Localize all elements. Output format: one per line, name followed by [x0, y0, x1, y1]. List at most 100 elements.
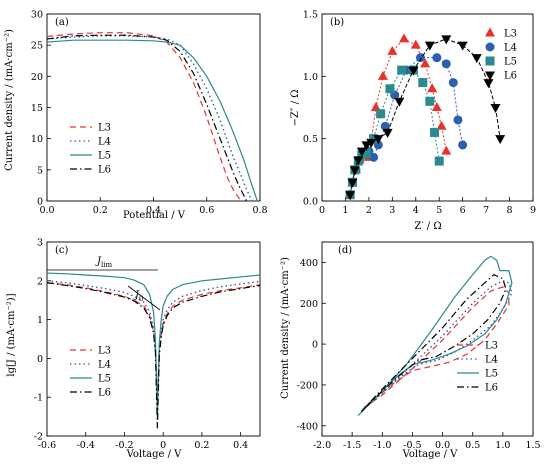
panel-c-ytick-label: 0	[37, 354, 43, 365]
panel-a-frame	[46, 13, 261, 202]
panel-b-L3-point	[377, 70, 388, 80]
panel-c-ytick-label: -2	[34, 432, 43, 443]
panel-d-series-L6	[360, 273, 507, 412]
panel-b-L4-point	[448, 78, 458, 88]
panel-b-xlabel: Z′ / Ω	[414, 221, 441, 232]
panel-c-xlabel: Voltage / V	[126, 449, 183, 460]
panel-c-label: (c)	[55, 245, 69, 256]
panel-c-xtick-label: 0.4	[233, 440, 248, 451]
panel-b-L3-point	[399, 33, 410, 43]
panel-b-xtick-label: 8	[507, 205, 513, 216]
panel-d-series-L3	[363, 286, 510, 408]
panel-a-label: (a)	[55, 17, 69, 28]
panel-a-plot-area	[47, 32, 258, 201]
panel-b-L3-point	[436, 120, 447, 130]
panel-d-ytick-label: 400	[300, 258, 318, 269]
panel-a-ytick-label: 0	[37, 197, 43, 208]
panel-b-xtick-label: 5	[436, 205, 442, 216]
panel-b-L6-point	[495, 135, 506, 145]
panel-b-ytick-label: 0.5	[303, 134, 318, 145]
panel-a-xtick-label: 0.6	[199, 205, 214, 216]
panel-d-ytick-label: 0	[312, 340, 318, 351]
panel-d-xtick-label: -1.0	[373, 440, 391, 451]
panel-b-series-L3-line	[349, 38, 447, 195]
panel-b-xtick-label: 1	[342, 205, 348, 216]
panel-b-legend-label-L4: L4	[504, 43, 517, 54]
panel-d-series-L4	[360, 280, 513, 413]
panel-b-L6-point	[356, 147, 367, 157]
panel-b-label: (b)	[330, 17, 344, 28]
panel-b-L6-point	[457, 41, 468, 51]
panel-b-L6-point	[373, 135, 384, 145]
panel-b-xtick-label: 9	[530, 205, 536, 216]
panel-b-L6-point	[441, 35, 452, 45]
panel-b-L6-point	[424, 41, 435, 51]
panel-c-series-L3	[47, 282, 260, 405]
panel-a: (a) Potential / V Current density / (mA·…	[4, 10, 268, 222]
panel-c: (c) Voltage / V lg[J / (mA·cm⁻²)] -0.6 -0…	[6, 238, 261, 460]
panel-d-ytick-label: -400	[297, 421, 318, 432]
panel-b-legend-marker-L5	[485, 56, 495, 66]
panel-c-ylabel: lg[J / (mA·cm⁻²)]	[6, 293, 17, 376]
panel-b-xtick-label: 6	[460, 205, 466, 216]
panel-a-legend-label-L3: L3	[98, 123, 111, 134]
panel-a-xtick-label: 0.2	[93, 205, 108, 216]
panel-b-L6-point	[394, 97, 405, 107]
panel-b-series-L5-line	[349, 69, 440, 195]
panel-b-L3-point	[431, 102, 442, 111]
panel-b-L6-point	[408, 66, 419, 76]
panel-b-L5-point	[430, 127, 440, 137]
panel-d-ytick-label: -200	[297, 380, 318, 391]
panel-c-ytick-label: 3	[37, 238, 43, 249]
panel-c-xtick-label: 0.2	[194, 440, 209, 451]
panel-d-xlabel: Voltage / V	[402, 449, 459, 460]
panel-c-legend-label-L6: L6	[98, 388, 111, 399]
panel-d-label: (d)	[338, 245, 352, 256]
panel-a-xlabel: Potential / V	[123, 210, 186, 221]
panel-b-L5-point	[362, 149, 372, 159]
panel-c-legend-label-L3: L3	[98, 346, 111, 357]
panel-c-xtick-label: -0.2	[115, 440, 133, 451]
panel-b-xtick-label: 2	[366, 205, 372, 216]
panel-d-legend-label-L6: L6	[485, 383, 498, 394]
panel-b-L5-point	[376, 109, 386, 119]
j0-guide-line	[127, 285, 161, 311]
panel-d-legend-label-L5: L5	[485, 369, 498, 380]
panel-c-plot-area	[47, 272, 260, 429]
annotation-j0-sub: 0	[139, 295, 143, 303]
panel-c-xtick-label: -0.6	[38, 440, 56, 451]
panel-b-legend-label-L5: L5	[504, 57, 517, 68]
panel-b-legend-label-L6: L6	[504, 71, 517, 82]
panel-a-ytick-label: 20	[31, 72, 43, 83]
panel-b-L5-point	[369, 134, 379, 144]
panel-a-ytick-label: 30	[31, 10, 43, 21]
panel-a-legend-label-L5: L5	[98, 151, 111, 162]
panel-a-series-L3	[47, 32, 242, 201]
panel-a-series-L4	[47, 35, 253, 201]
panel-b-plot-area	[345, 33, 506, 201]
panel-b-L6-point	[366, 138, 377, 148]
panel-d: (d) Voltage / V Current density / (mA·cm…	[280, 241, 541, 460]
panel-c-frame	[46, 241, 261, 437]
panel-a-xtick-label: 0.4	[146, 205, 161, 216]
panel-d-frame	[321, 241, 534, 437]
panel-b-xtick-label: 4	[413, 205, 419, 216]
panel-c-legend-label-L4: L4	[98, 360, 111, 371]
panel-d-xtick-label: -2.0	[313, 440, 331, 451]
panel-b-legend-marker-L6	[485, 71, 495, 81]
panel-b-L6-point	[483, 79, 494, 89]
panel-b-L5-point	[397, 65, 407, 75]
panel-b-L5-point	[434, 156, 444, 166]
panel-a-series-L5	[47, 39, 258, 201]
panel-b-frame	[321, 13, 534, 202]
panel-b-L3-point	[420, 58, 431, 68]
panel-a-legend-label-L4: L4	[98, 137, 111, 148]
panel-b-L4-point	[369, 152, 379, 162]
panel-d-legend-label-L3: L3	[485, 341, 498, 352]
panel-d-xtick-label: -0.5	[403, 440, 421, 451]
panel-c-series-L5	[47, 272, 260, 417]
panel-d-xtick-label: 1.5	[525, 440, 540, 451]
panel-b-L3-point	[427, 83, 438, 93]
panel-c-series-L4	[47, 280, 260, 398]
panel-a-xtick-label: 0.8	[252, 205, 267, 216]
